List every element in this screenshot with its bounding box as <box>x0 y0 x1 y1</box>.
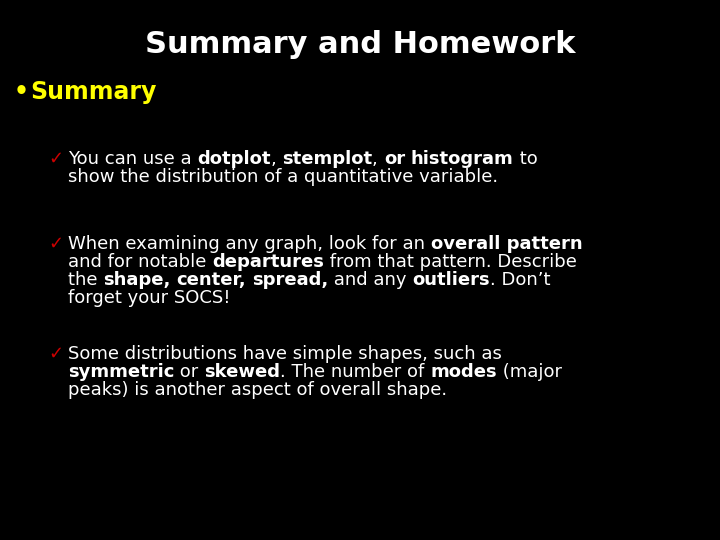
Text: overall pattern: overall pattern <box>431 235 582 253</box>
Text: Summary: Summary <box>30 80 156 104</box>
Text: and for notable: and for notable <box>68 253 212 271</box>
Text: ✓: ✓ <box>48 235 63 253</box>
Text: from that pattern. Describe: from that pattern. Describe <box>324 253 577 271</box>
Text: and any: and any <box>328 271 413 289</box>
Text: or: or <box>174 363 204 381</box>
Text: spread,: spread, <box>252 271 328 289</box>
Text: skewed: skewed <box>204 363 280 381</box>
Text: or: or <box>384 150 405 168</box>
Text: When examining any graph, look for an: When examining any graph, look for an <box>68 235 431 253</box>
Text: . Don’t: . Don’t <box>490 271 550 289</box>
Text: stemplot: stemplot <box>282 150 372 168</box>
Text: center,: center, <box>176 271 246 289</box>
Text: . The number of: . The number of <box>280 363 431 381</box>
Text: ✓: ✓ <box>48 150 63 168</box>
Text: ✓: ✓ <box>48 345 63 363</box>
Text: symmetric: symmetric <box>68 363 174 381</box>
Text: ,: , <box>271 150 282 168</box>
Text: dotplot: dotplot <box>197 150 271 168</box>
Text: Summary and Homework: Summary and Homework <box>145 30 575 59</box>
Text: ,: , <box>372 150 384 168</box>
Text: show the distribution of a quantitative variable.: show the distribution of a quantitative … <box>68 168 498 186</box>
Text: modes: modes <box>431 363 497 381</box>
Text: the: the <box>68 271 103 289</box>
Text: •: • <box>14 80 29 104</box>
Text: forget your SOCS!: forget your SOCS! <box>68 289 230 307</box>
Text: peaks) is another aspect of overall shape.: peaks) is another aspect of overall shap… <box>68 381 447 399</box>
Text: shape,: shape, <box>103 271 171 289</box>
Text: outliers: outliers <box>413 271 490 289</box>
Text: You can use a: You can use a <box>68 150 197 168</box>
Text: (major: (major <box>497 363 562 381</box>
Text: to: to <box>513 150 537 168</box>
Text: histogram: histogram <box>411 150 513 168</box>
Text: Some distributions have simple shapes, such as: Some distributions have simple shapes, s… <box>68 345 502 363</box>
Text: departures: departures <box>212 253 324 271</box>
